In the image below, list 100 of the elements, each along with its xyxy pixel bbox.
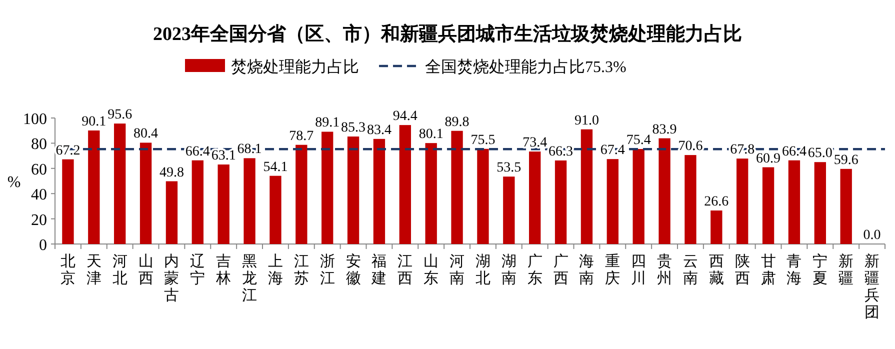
x-tick-label: 河北 (112, 253, 128, 287)
data-label: 73.4 (522, 136, 548, 151)
x-tick-label: 内蒙古 (164, 253, 180, 304)
x-tick-label: 上海 (268, 253, 283, 287)
bar (296, 144, 308, 244)
x-tick-label: 湖南 (501, 253, 516, 287)
y-tick-label: 80 (31, 136, 47, 154)
bar (270, 176, 282, 244)
bar (373, 138, 386, 244)
data-label: 60.9 (756, 151, 781, 166)
data-label: 70.6 (678, 139, 703, 154)
x-tick-label: 天津 (86, 254, 102, 287)
bar (62, 159, 74, 244)
data-label: 75.4 (626, 132, 651, 148)
bar (399, 125, 411, 244)
x-tick-label: 陕西 (734, 253, 750, 287)
y-tick-label: 0 (39, 237, 47, 254)
bar (684, 155, 696, 244)
data-label: 63.1 (211, 148, 236, 164)
bar (244, 158, 256, 244)
data-label: 65.0 (808, 146, 832, 162)
data-label: 90.1 (82, 114, 106, 130)
bar (840, 168, 852, 244)
x-tick-label: 黑龙江 (242, 254, 258, 304)
x-tick-label: 福建 (370, 253, 387, 287)
data-label: 78.7 (289, 128, 314, 144)
bar (580, 129, 593, 244)
data-label: 89.1 (315, 116, 340, 131)
data-label: 83.4 (366, 122, 392, 138)
data-label: 66.4 (185, 144, 210, 160)
bar (606, 159, 618, 244)
bar (322, 132, 334, 244)
x-tick-label: 海南 (579, 253, 594, 287)
bar (114, 124, 126, 244)
x-tick-label: 重庆 (605, 253, 620, 287)
bar (140, 142, 152, 244)
data-label: 66.3 (548, 144, 574, 160)
legend-label: 焚烧处理能力占比 (231, 58, 359, 76)
x-tick-label: 河南 (450, 253, 465, 287)
x-tick-label: 云南 (682, 254, 698, 287)
data-label: 94.4 (392, 109, 418, 124)
x-tick-label: 宁夏 (812, 253, 828, 287)
x-tick-label: 西藏 (708, 254, 724, 287)
x-tick-label: 山东 (424, 253, 439, 287)
x-tick-label: 新疆兵团 (864, 253, 880, 321)
x-tick-label: 安徽 (346, 253, 361, 287)
bar (529, 152, 541, 244)
data-label: 80.1 (418, 127, 444, 142)
bar (192, 160, 204, 244)
bar (762, 167, 774, 244)
x-tick-label: 广东 (527, 253, 542, 287)
data-label: 0.0 (863, 228, 881, 243)
y-tick-label: 60 (31, 161, 47, 178)
bar (788, 160, 800, 244)
data-label: 53.5 (496, 160, 522, 176)
x-tick-label: 青海 (786, 253, 802, 287)
data-label: 80.4 (134, 126, 158, 142)
x-tick-label: 北京 (60, 253, 76, 287)
x-tick-label: 四川 (631, 254, 646, 287)
x-tick-label: 山西 (138, 253, 154, 287)
x-tick-label: 湖北 (475, 253, 490, 287)
data-label: 83.9 (652, 122, 677, 138)
x-tick-label: 吉林 (215, 253, 232, 287)
y-tick-label: 100 (23, 111, 47, 128)
bar (451, 130, 463, 244)
bar (814, 162, 826, 244)
x-tick-label: 浙江 (320, 253, 335, 287)
y-tick-label: 40 (31, 186, 47, 204)
bar (736, 158, 748, 244)
bar (88, 130, 100, 244)
data-label: 75.5 (470, 132, 496, 148)
bar (477, 148, 489, 244)
x-tick-label: 甘肃 (760, 253, 776, 287)
legend-label: 全国焚烧处理能力占比75.3% (425, 58, 626, 76)
data-label: 95.6 (108, 108, 132, 123)
y-tick-label: 20 (31, 212, 47, 229)
bar (347, 136, 360, 244)
bar (218, 164, 230, 244)
x-tick-label: 辽宁 (190, 253, 206, 287)
bar (710, 210, 722, 244)
x-tick-label: 江苏 (294, 253, 309, 287)
y-axis-title: % (7, 174, 21, 191)
bar (658, 138, 670, 244)
chart-title: 2023年全国分省（区、市）和新疆兵团城市生活垃圾焚烧处理能力占比 (153, 23, 742, 45)
x-tick-label: 江西 (398, 253, 413, 287)
data-label: 85.3 (341, 120, 366, 136)
data-label: 91.0 (574, 113, 599, 128)
data-label: 49.8 (159, 165, 184, 180)
data-label: 26.6 (704, 194, 729, 210)
data-label: 89.8 (444, 114, 470, 130)
bar (554, 160, 567, 244)
data-label: 54.1 (263, 160, 288, 175)
bar (632, 148, 644, 244)
bar (166, 181, 178, 244)
x-tick-label: 贵州 (657, 253, 672, 287)
bar (425, 143, 437, 244)
x-tick-label: 广西 (553, 253, 568, 287)
data-label: 59.6 (834, 152, 858, 168)
x-tick-label: 新疆 (838, 253, 854, 287)
bar (503, 176, 515, 244)
